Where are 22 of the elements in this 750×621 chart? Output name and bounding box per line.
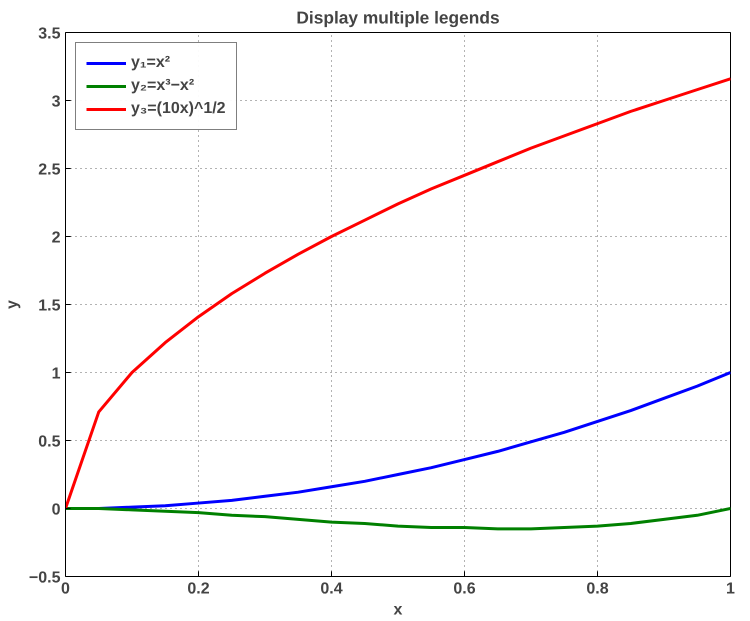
y-tick-label: 1 bbox=[52, 366, 61, 382]
chart-title: Display multiple legends bbox=[296, 8, 500, 28]
x-tick-label: 0.2 bbox=[187, 580, 210, 598]
legend-label: y₂=x³−x² bbox=[131, 77, 194, 95]
y-tick-label: 0 bbox=[52, 502, 61, 518]
line-series bbox=[66, 77, 730, 510]
y-tick-label: 2 bbox=[52, 230, 61, 246]
y-axis-title: y bbox=[4, 300, 21, 309]
y-tick-label: 0.5 bbox=[38, 434, 61, 450]
y-tick-label: 2.5 bbox=[38, 162, 61, 178]
y-tick-label: 1.5 bbox=[38, 298, 61, 314]
x-tick-label: 1 bbox=[726, 580, 736, 598]
x-tick-label: 0.4 bbox=[320, 580, 343, 598]
y-tick-label: 3 bbox=[52, 94, 61, 110]
line-series bbox=[66, 507, 730, 530]
x-tick-label: 0.6 bbox=[453, 580, 476, 598]
y-tick-label: −0.5 bbox=[28, 570, 61, 586]
x-axis-title: x bbox=[394, 602, 403, 618]
legend-label: y₁=x² bbox=[131, 54, 170, 72]
y-tick-label: 3.5 bbox=[38, 26, 61, 42]
legend-label: y₃=(10x)^1/2 bbox=[131, 100, 226, 118]
x-tick-label: 0.8 bbox=[586, 580, 609, 598]
